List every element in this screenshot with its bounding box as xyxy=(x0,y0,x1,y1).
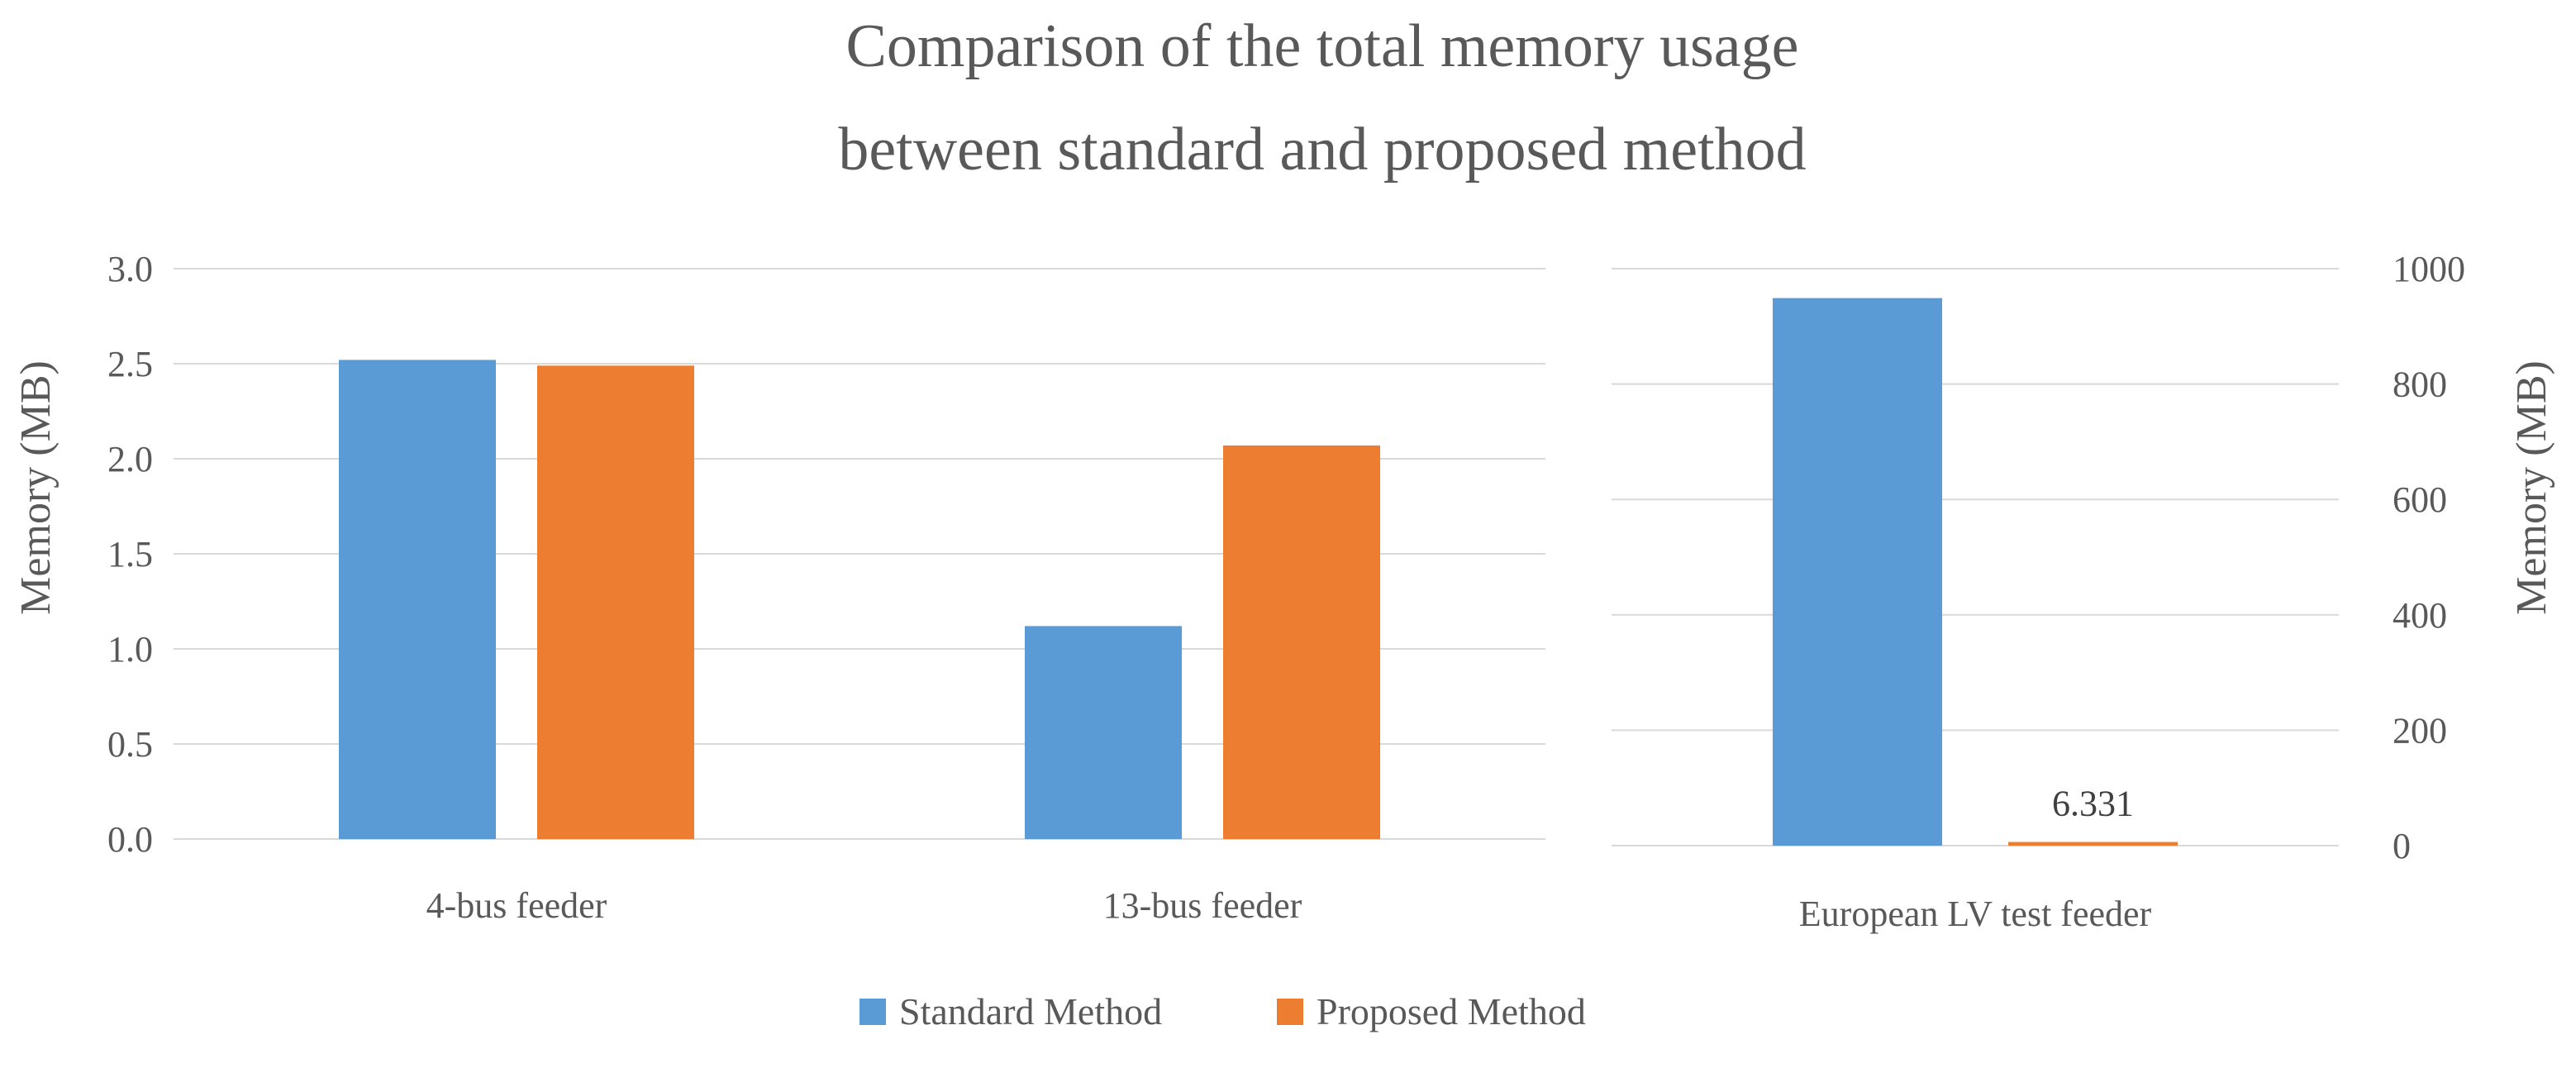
left-y-tick-label: 3.0 xyxy=(107,249,153,289)
right-y-tick-label: 200 xyxy=(2393,710,2447,751)
left-bar-proposed-method xyxy=(537,365,694,839)
legend: Standard Method Proposed Method xyxy=(859,990,1586,1032)
left-y-axis-title: Memory (MB) xyxy=(12,360,60,615)
right-bar-proposed-method xyxy=(2008,842,2178,846)
left-bar-proposed-method xyxy=(1223,445,1380,839)
right-y-tick-label: 0 xyxy=(2393,826,2411,866)
plot-area: 0.0 0.5 1.0 1.5 2.0 2.5 3.0 4-bus feeder 13-bus … xyxy=(107,249,2465,934)
left-y-tick-label: 0.0 xyxy=(107,819,153,860)
chart-title-line-1: Comparison of the total memory usage xyxy=(846,12,1799,80)
chart-title-line-2: between standard and proposed method xyxy=(838,116,1806,184)
left-y-tick-label: 1.0 xyxy=(107,629,153,670)
right-data-label: 6.331 xyxy=(2052,784,2134,824)
right-y-tick-label: 800 xyxy=(2393,365,2447,405)
left-y-tick-label: 1.5 xyxy=(107,534,153,575)
left-category-label: 13-bus feeder xyxy=(1103,885,1302,926)
left-bar-standard-method xyxy=(1025,626,1182,839)
left-y-tick-label: 2.0 xyxy=(107,439,153,479)
right-category-label: European LV test feeder xyxy=(1799,894,2152,934)
left-y-tick-label: 0.5 xyxy=(107,724,153,765)
legend-label-proposed-method: Proposed Method xyxy=(1317,990,1586,1032)
right-y-axis-title: Memory (MB) xyxy=(2508,360,2555,615)
right-y-tick-label: 400 xyxy=(2393,595,2447,636)
right-y-tick-label: 600 xyxy=(2393,479,2447,520)
left-bar-standard-method xyxy=(339,360,496,839)
right-y-tick-label: 1000 xyxy=(2393,249,2465,289)
left-category-label: 4-bus feeder xyxy=(426,885,607,926)
right-bar-standard-method xyxy=(1773,298,1942,846)
left-y-tick-label: 2.5 xyxy=(107,344,153,384)
legend-swatch-standard-method xyxy=(859,999,886,1025)
legend-label-standard-method: Standard Method xyxy=(899,990,1162,1032)
legend-swatch-proposed-method xyxy=(1277,999,1303,1025)
